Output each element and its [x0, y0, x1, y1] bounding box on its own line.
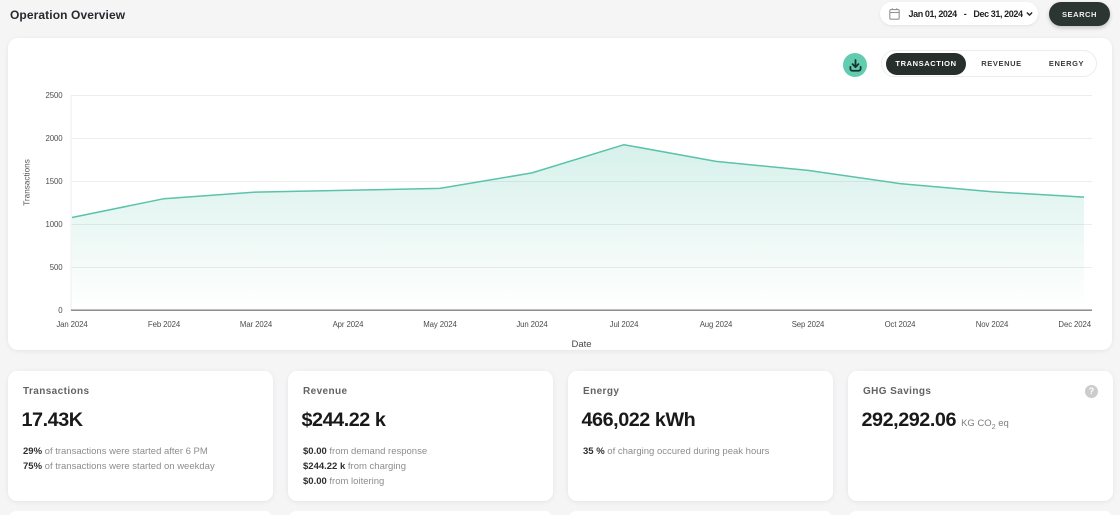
svg-text:Date: Date: [571, 339, 591, 350]
svg-text:Transactions: Transactions: [23, 159, 32, 206]
svg-text:2000: 2000: [46, 134, 64, 143]
svg-text:Aug 2024: Aug 2024: [700, 320, 733, 329]
svg-text:Dec 2024: Dec 2024: [1058, 320, 1091, 329]
svg-text:Jul 2024: Jul 2024: [610, 320, 639, 329]
svg-text:Nov 2024: Nov 2024: [976, 320, 1009, 329]
svg-text:2500: 2500: [46, 91, 64, 100]
svg-text:Sep 2024: Sep 2024: [792, 320, 825, 329]
svg-text:1000: 1000: [46, 220, 64, 229]
svg-text:Apr 2024: Apr 2024: [333, 320, 365, 329]
svg-text:500: 500: [50, 263, 63, 272]
svg-text:Mar 2024: Mar 2024: [240, 320, 273, 329]
svg-text:Feb 2024: Feb 2024: [148, 320, 181, 329]
svg-text:0: 0: [58, 306, 63, 315]
svg-text:Jun 2024: Jun 2024: [516, 320, 548, 329]
svg-text:Jan 2024: Jan 2024: [56, 320, 88, 329]
svg-text:Oct 2024: Oct 2024: [885, 320, 917, 329]
svg-text:1500: 1500: [46, 177, 64, 186]
svg-text:May 2024: May 2024: [423, 320, 457, 329]
